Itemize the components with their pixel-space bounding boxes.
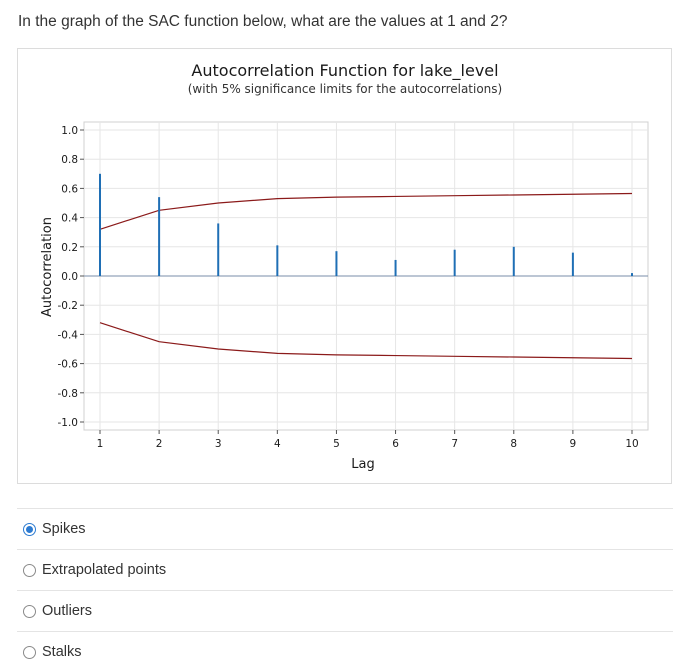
y-tick-label: -0.8 — [58, 388, 79, 400]
x-tick-label: 4 — [274, 438, 281, 450]
radio-spikes[interactable] — [23, 522, 36, 536]
option-label: Stalks — [42, 644, 82, 660]
option-stalks[interactable]: Stalks — [17, 631, 673, 672]
answer-options: Spikes Extrapolated points Outliers Stal… — [17, 508, 673, 672]
x-tick-label: 2 — [156, 438, 163, 450]
radio-outliers[interactable] — [23, 604, 36, 618]
acf-chart-svg: Autocorrelation Function for lake_level … — [40, 61, 649, 472]
y-tick-label: -1.0 — [58, 417, 79, 429]
acf-chart: Autocorrelation Function for lake_level … — [17, 48, 672, 484]
x-tick-label: 8 — [510, 438, 517, 450]
radio-stalks[interactable] — [23, 645, 36, 659]
y-tick-label: 0.2 — [61, 242, 78, 254]
y-tick-label: 0.8 — [61, 154, 78, 166]
y-tick-label: -0.2 — [58, 300, 79, 312]
option-label: Spikes — [42, 521, 86, 537]
x-tick-label: 3 — [215, 438, 222, 450]
option-extrapolated-points[interactable]: Extrapolated points — [17, 549, 673, 590]
x-axis-label: Lag — [351, 457, 374, 472]
y-tick-label: 0.0 — [61, 271, 78, 283]
option-outliers[interactable]: Outliers — [17, 590, 673, 631]
y-tick-label: 0.4 — [61, 213, 78, 225]
question-text: In the graph of the SAC function below, … — [18, 13, 508, 30]
y-axis-label: Autocorrelation — [40, 217, 55, 317]
x-tick-label: 6 — [392, 438, 399, 450]
chart-title: Autocorrelation Function for lake_level — [191, 61, 498, 81]
option-label: Extrapolated points — [42, 562, 167, 578]
x-tick-label: 1 — [97, 438, 104, 450]
x-tick-label: 10 — [625, 438, 638, 450]
upper-significance-limit — [99, 192, 633, 230]
option-label: Outliers — [42, 603, 92, 619]
y-tick-label: -0.6 — [58, 359, 79, 371]
y-tick-label: -0.4 — [58, 329, 79, 341]
x-tick-label: 5 — [333, 438, 340, 450]
option-spikes[interactable]: Spikes — [17, 508, 673, 549]
y-tick-label: 0.6 — [61, 183, 78, 195]
radio-extrapolated-points[interactable] — [23, 563, 36, 577]
x-tick-label: 9 — [570, 438, 577, 450]
x-tick-label: 7 — [451, 438, 458, 450]
y-tick-label: 1.0 — [61, 125, 78, 137]
chart-subtitle: (with 5% significance limits for the aut… — [188, 82, 502, 96]
lower-significance-limit — [99, 322, 633, 360]
